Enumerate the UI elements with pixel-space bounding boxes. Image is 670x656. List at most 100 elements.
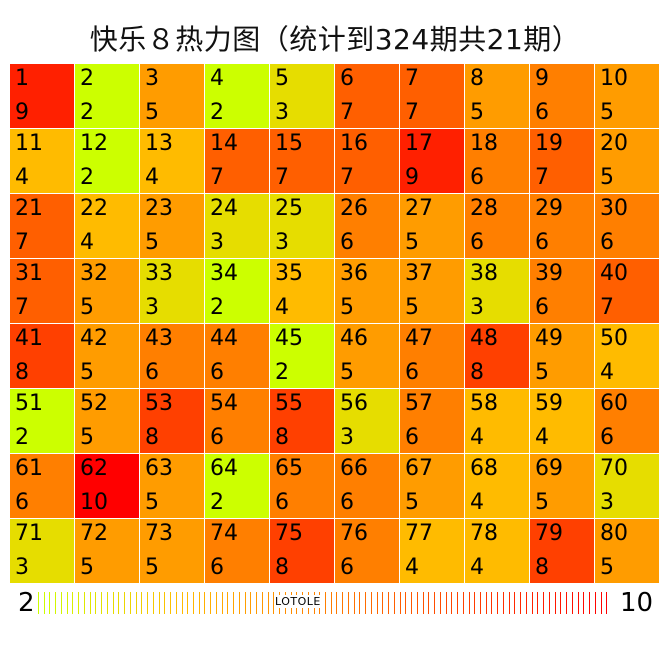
legend-stripe xyxy=(462,592,464,614)
cell-number: 3 xyxy=(145,66,159,91)
cell-count: 4 xyxy=(15,165,29,190)
cell-number: 70 xyxy=(600,456,628,481)
heatmap-cell: 64 2 xyxy=(205,454,269,518)
legend-stripe xyxy=(256,592,258,614)
legend-stripe xyxy=(399,592,401,614)
cell-count: 7 xyxy=(535,165,549,190)
cell-number: 75 xyxy=(275,521,303,546)
legend-stripe xyxy=(261,592,263,614)
cell-number: 34 xyxy=(210,261,238,286)
legend-stripe xyxy=(589,592,591,614)
heatmap-cell: 43 6 xyxy=(140,324,204,388)
heatmap-cell: 25 3 xyxy=(270,194,334,258)
legend-stripe xyxy=(83,592,85,614)
legend-stripe xyxy=(204,592,206,614)
heatmap-cell: 14 7 xyxy=(205,129,269,193)
heatmap-cell: 42 5 xyxy=(75,324,139,388)
heatmap-cell: 79 8 xyxy=(530,519,594,583)
legend-stripe xyxy=(531,592,533,614)
legend-stripe xyxy=(485,592,487,614)
heatmap-cell: 75 8 xyxy=(270,519,334,583)
legend-color-scale xyxy=(38,592,612,614)
legend-stripe xyxy=(336,592,338,614)
cell-count: 3 xyxy=(600,490,614,515)
legend-stripe xyxy=(124,592,126,614)
cell-count: 6 xyxy=(405,360,419,385)
legend-stripe xyxy=(72,592,74,614)
legend-stripe xyxy=(554,592,556,614)
heatmap-cell: 21 7 xyxy=(10,194,74,258)
cell-number: 58 xyxy=(470,391,498,416)
legend-stripe xyxy=(502,592,504,614)
cell-number: 15 xyxy=(275,131,303,156)
cell-count: 6 xyxy=(470,165,484,190)
heatmap-cell: 80 5 xyxy=(595,519,659,583)
cell-number: 35 xyxy=(275,261,303,286)
legend-stripe xyxy=(583,592,585,614)
cell-count: 5 xyxy=(340,295,354,320)
legend-stripe xyxy=(600,592,602,614)
legend-stripe xyxy=(181,592,183,614)
legend-stripe xyxy=(382,592,384,614)
cell-count: 3 xyxy=(340,425,354,450)
cell-count: 6 xyxy=(145,360,159,385)
heatmap-cell: 63 5 xyxy=(140,454,204,518)
heatmap-cell: 54 6 xyxy=(205,389,269,453)
cell-count: 4 xyxy=(470,490,484,515)
heatmap-cell: 30 6 xyxy=(595,194,659,258)
cell-number: 29 xyxy=(535,196,563,221)
legend-stripe xyxy=(594,592,596,614)
cell-count: 3 xyxy=(15,555,29,580)
cell-number: 67 xyxy=(405,456,433,481)
cell-count: 3 xyxy=(275,100,289,125)
cell-number: 76 xyxy=(340,521,368,546)
heatmap-cell: 53 8 xyxy=(140,389,204,453)
heatmap-cell: 60 6 xyxy=(595,389,659,453)
cell-count: 6 xyxy=(405,425,419,450)
legend-stripe xyxy=(129,592,131,614)
legend-stripe xyxy=(170,592,172,614)
legend-stripe xyxy=(175,592,177,614)
cell-number: 32 xyxy=(80,261,108,286)
legend-stripe xyxy=(233,592,235,614)
heatmap-cell: 28 6 xyxy=(465,194,529,258)
heatmap-cell: 55 8 xyxy=(270,389,334,453)
heatmap-cell: 68 4 xyxy=(465,454,529,518)
cell-count: 8 xyxy=(15,360,29,385)
legend-min-label: 2 xyxy=(18,588,35,618)
cell-count: 2 xyxy=(275,360,289,385)
cell-number: 60 xyxy=(600,391,628,416)
cell-count: 4 xyxy=(600,360,614,385)
cell-count: 5 xyxy=(80,425,94,450)
heatmap-cell: 19 7 xyxy=(530,129,594,193)
heatmap-cell: 36 5 xyxy=(335,259,399,323)
color-legend: 2 LOTOLE 10 xyxy=(0,586,670,622)
cell-count: 5 xyxy=(340,360,354,385)
cell-number: 24 xyxy=(210,196,238,221)
cell-number: 9 xyxy=(535,66,549,91)
legend-stripe xyxy=(38,592,39,614)
cell-count: 4 xyxy=(80,230,94,255)
cell-number: 47 xyxy=(405,326,433,351)
cell-number: 71 xyxy=(15,521,43,546)
cell-number: 41 xyxy=(15,326,43,351)
cell-count: 5 xyxy=(145,490,159,515)
cell-count: 2 xyxy=(210,100,224,125)
legend-stripe xyxy=(141,592,143,614)
legend-stripe xyxy=(491,592,493,614)
heatmap-cell: 35 4 xyxy=(270,259,334,323)
cell-number: 66 xyxy=(340,456,368,481)
legend-stripe xyxy=(497,592,499,614)
cell-count: 6 xyxy=(15,490,29,515)
legend-stripe xyxy=(347,592,349,614)
heatmap-cell: 39 6 xyxy=(530,259,594,323)
cell-count: 6 xyxy=(340,555,354,580)
legend-max-label: 10 xyxy=(620,588,654,618)
legend-stripe xyxy=(250,592,252,614)
cell-number: 72 xyxy=(80,521,108,546)
cell-number: 61 xyxy=(15,456,43,481)
cell-count: 8 xyxy=(535,555,549,580)
cell-count: 4 xyxy=(470,555,484,580)
cell-number: 50 xyxy=(600,326,628,351)
